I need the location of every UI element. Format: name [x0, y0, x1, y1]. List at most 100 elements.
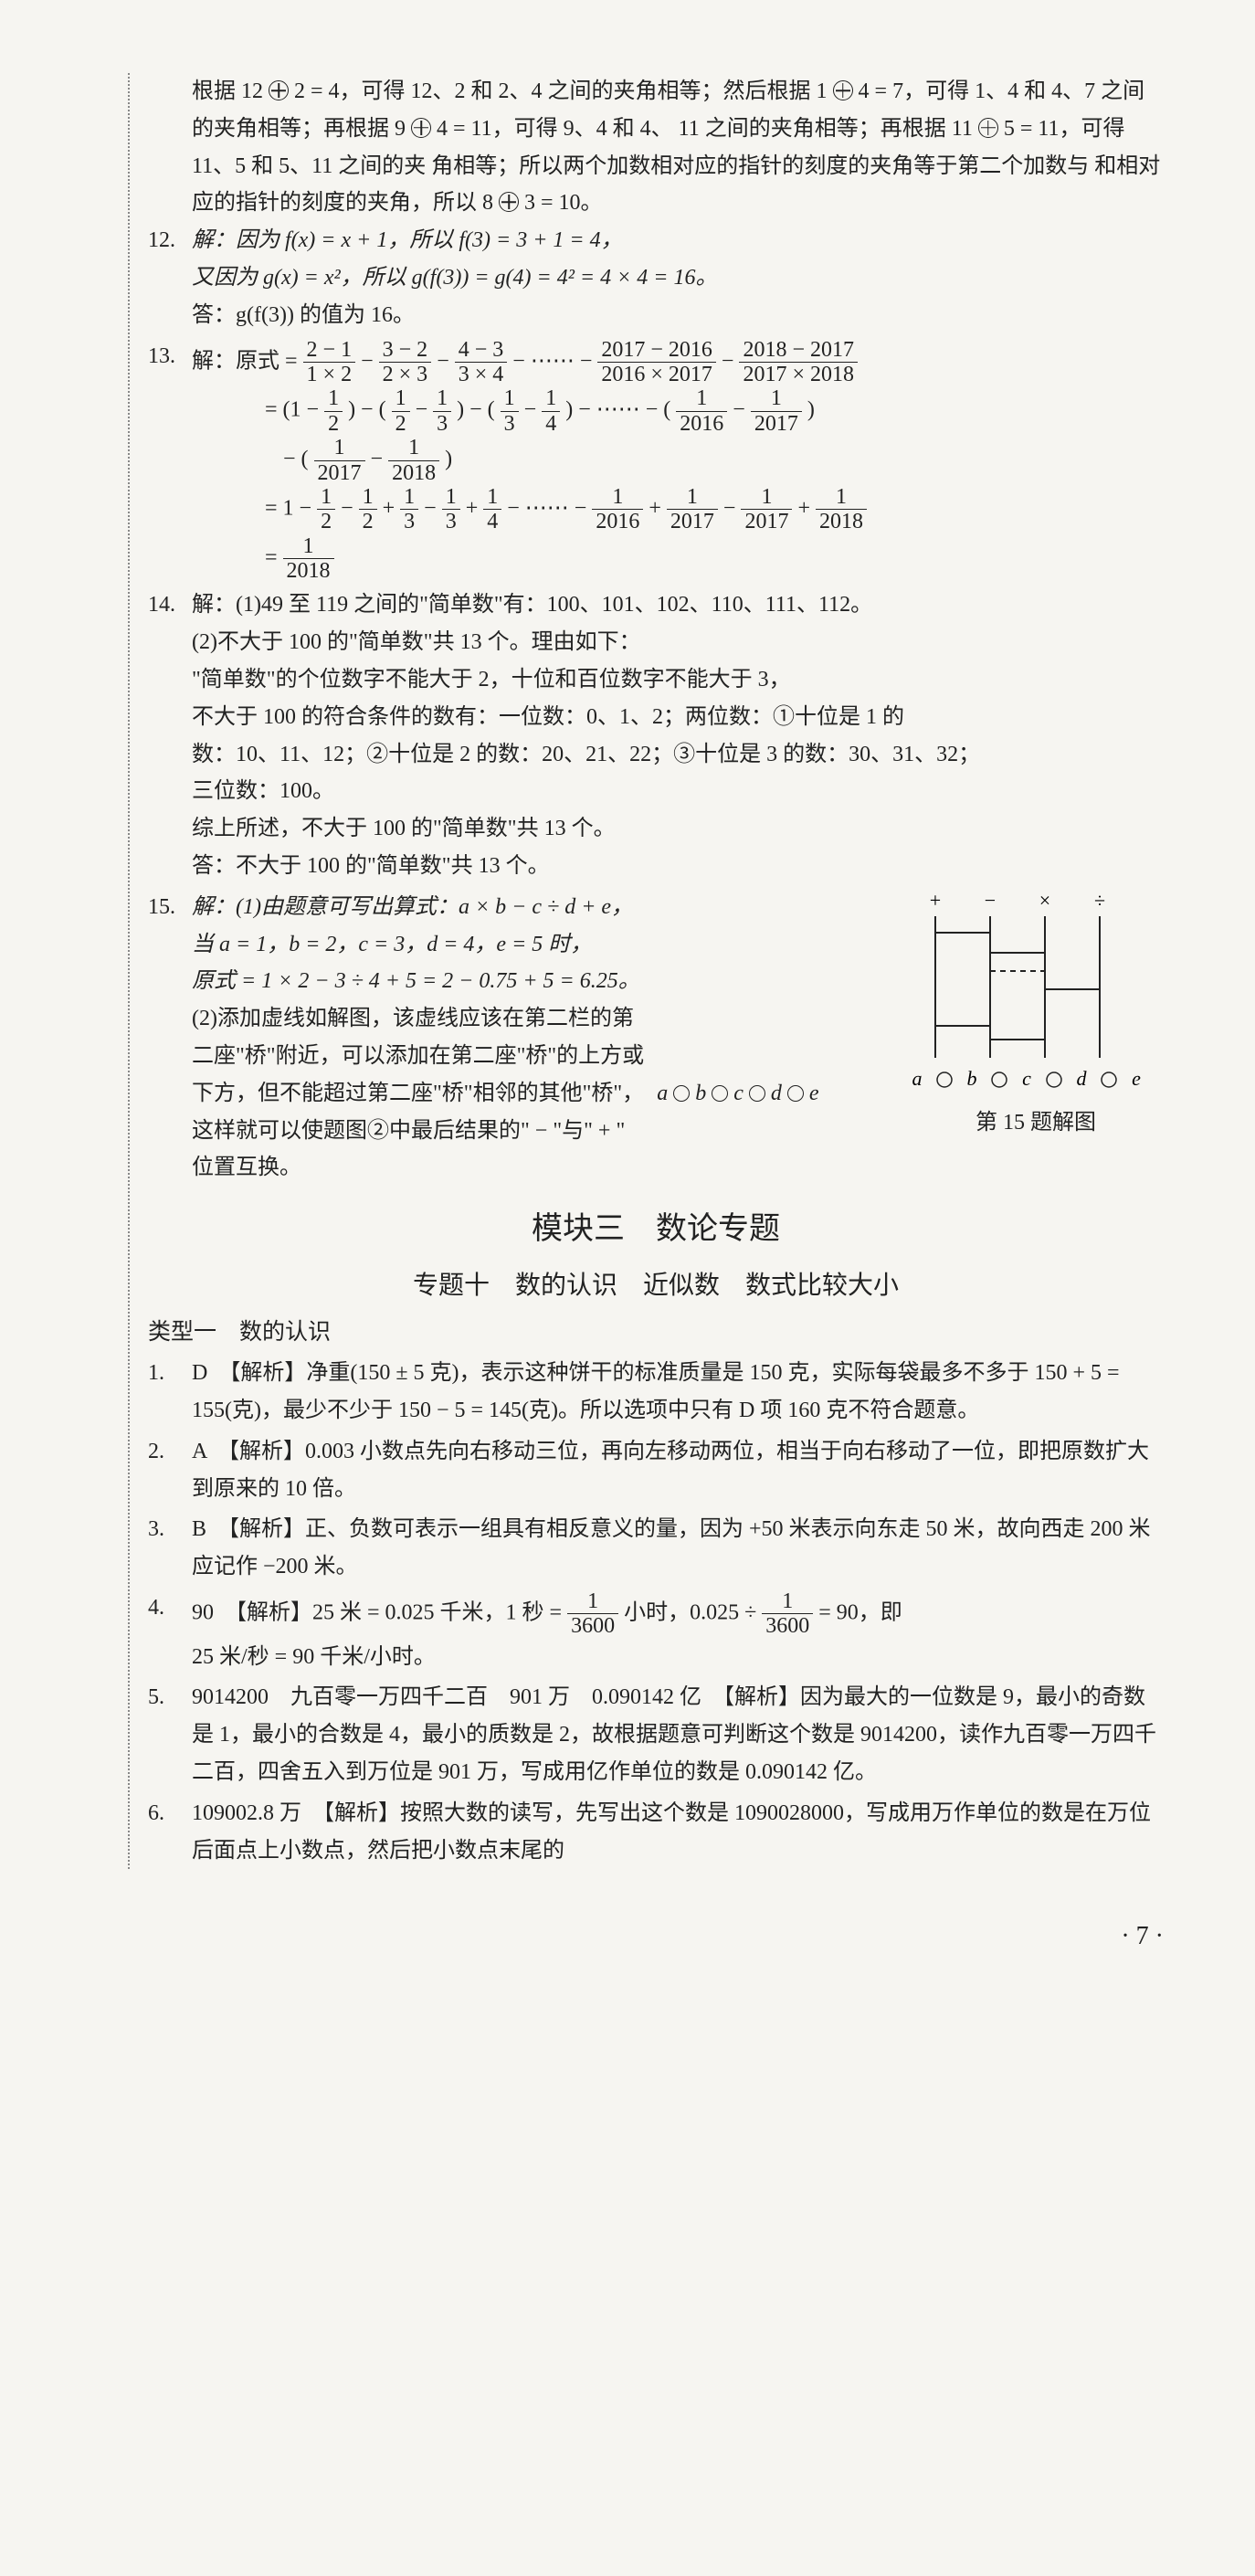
fraction: 2 − 11 × 2: [303, 338, 356, 387]
text: +: [649, 496, 667, 520]
bridge-diagram-icon: +−×÷abcde: [908, 889, 1145, 1099]
analysis-tag: 【解析】: [323, 1800, 400, 1825]
svg-text:e: e: [1132, 1067, 1141, 1090]
q15-figure: +−×÷abcde 第 15 题解图: [908, 889, 1164, 1142]
text: −: [723, 496, 742, 520]
fraction: 12: [317, 485, 335, 534]
analysis-text: 正、负数可表示一组具有相反意义的量，因为 +50 米表示向东走 50 米，故向西…: [192, 1517, 1151, 1578]
q14-l4: 不大于 100 的符合条件的数有：一位数：0、1、2；两位数：①十位是 1 的: [192, 699, 1164, 736]
answer-number: 4.: [148, 1589, 192, 1676]
oplus-icon: [833, 80, 853, 100]
svg-text:b: b: [967, 1067, 977, 1090]
type-header: 类型一 数的认识: [148, 1313, 1164, 1352]
topic-title: 专题十 数的认识 近似数 数式比较大小: [148, 1263, 1164, 1307]
q14-l6: 三位数：100。: [192, 773, 1164, 810]
text: 小时，0.025 ÷: [624, 1600, 762, 1624]
svg-text:−: −: [985, 889, 996, 912]
q13-row5: = 12018: [192, 534, 1164, 584]
fraction: 2017 − 20162016 × 2017: [597, 338, 716, 387]
answer-value: 9014200 九百零一万四千二百 901 万 0.090142 亿: [192, 1685, 701, 1709]
fraction: 12017: [751, 386, 802, 436]
circle-icon: [787, 1085, 804, 1102]
q13-row4: = 1 − 12 − 12 + 13 − 13 + 14 − ⋯⋯ − 1201…: [192, 485, 1164, 534]
text: −: [416, 398, 434, 422]
answer-choice: A: [192, 1440, 206, 1463]
q14-l8: 答：不大于 100 的"简单数"共 13 个。: [192, 848, 1164, 885]
fraction: 12016: [676, 386, 727, 436]
answer-value: 109002.8 万: [192, 1801, 301, 1825]
text: 不大于 100 的符合条件的数有：一位数：0、1、2；两位数：: [192, 705, 773, 729]
text: −: [371, 448, 389, 471]
oplus-icon: [978, 118, 998, 138]
fraction: 2018 − 20172017 × 2018: [739, 338, 858, 387]
q14-l7: 综上所述，不大于 100 的"简单数"共 13 个。: [192, 810, 1164, 848]
fraction: 12018: [283, 534, 334, 584]
circled-3-icon: ③: [673, 743, 695, 766]
text: 11 之间的夹角相等；再根据 11: [679, 117, 978, 141]
text: 数：10、11、12；: [192, 743, 366, 766]
answer-4: 4. 90 【解析】25 米 = 0.025 千米，1 秒 = 13600 小时…: [148, 1589, 1164, 1676]
text: 4 =: [853, 79, 893, 103]
text: − ⋯⋯ −: [507, 496, 592, 520]
text: ): [807, 398, 815, 422]
fraction: 13: [433, 386, 451, 436]
fraction: 12017: [667, 485, 718, 534]
answer-number: 6.: [148, 1795, 192, 1870]
a4-line2: 25 米/秒 = 90 千米/小时。: [192, 1639, 1164, 1676]
text: −: [524, 398, 543, 422]
q15-l8: 位置互换。: [192, 1149, 1164, 1187]
pre-solution-text: 根据 12 2 = 4，可得 12、2 和 2、4 之间的夹角相等；然后根据 1…: [148, 73, 1164, 222]
oplus-icon: [499, 192, 519, 212]
analysis-tag: 【解析】: [229, 1360, 306, 1385]
text: 十位是 3 的数：30、31、32；: [695, 743, 980, 766]
fraction: 13: [442, 485, 460, 534]
question-14: 14. 解：(1)49 至 119 之间的"简单数"有：100、101、102、…: [148, 586, 1164, 884]
svg-text:a: a: [912, 1067, 923, 1090]
analysis-tag: 【解析】: [228, 1439, 305, 1463]
circle-icon: [749, 1085, 765, 1102]
circled-1-icon: ①: [773, 705, 795, 729]
text: 角相等；所以两个加数相对应的指针的刻度的夹角等于第二个加数与: [431, 154, 1089, 178]
text: 25 米 = 0.025 千米，1 秒 =: [312, 1600, 567, 1624]
question-15: 15. +−×÷abcde 第 15 题解图 解：(1)由题意可写出算式：a ×…: [148, 889, 1164, 1187]
fraction: 4 − 33 × 4: [455, 338, 508, 387]
q14-l5: 数：10、11、12；②十位是 2 的数：20、21、22；③十位是 3 的数：…: [192, 736, 1164, 774]
analysis-tag: 【解析】: [236, 1599, 312, 1624]
svg-text:×: ×: [1039, 889, 1050, 912]
question-12: 12. 解：因为 f(x) = x + 1，所以 f(3) = 3 + 1 = …: [148, 222, 1164, 333]
svg-text:÷: ÷: [1094, 889, 1105, 912]
fraction: 13600: [567, 1589, 618, 1639]
analysis-tag: 【解析】: [228, 1516, 305, 1541]
answer-number: 1.: [148, 1355, 192, 1430]
text: 4 = 11，可得 9、4 和 4、: [431, 117, 673, 141]
q13-row2: = (1 − 12 ) − ( 12 − 13 ) − ( 13 − 14 ) …: [192, 386, 1164, 436]
fraction: 13: [501, 386, 519, 436]
q14-l3: "简单数"的个位数字不能大于 2，十位和百位数字不能大于 3，: [192, 661, 1164, 699]
answer-6: 6. 109002.8 万 【解析】按照大数的读写，先写出这个数是 109002…: [148, 1795, 1164, 1870]
question-number: 13.: [148, 338, 192, 584]
minus: −: [361, 349, 379, 373]
text: −: [424, 496, 442, 520]
text: ) − (: [348, 398, 392, 422]
answer-5: 5. 9014200 九百零一万四千二百 901 万 0.090142 亿 【解…: [148, 1679, 1164, 1790]
question-number: 12.: [148, 222, 192, 333]
fraction: 12: [392, 386, 410, 436]
text: 十位是 2 的数：20、21、22；: [388, 743, 673, 766]
question-number: 14.: [148, 586, 192, 884]
fraction: 12: [324, 386, 343, 436]
text: 十位是 1 的: [795, 705, 904, 729]
analysis-tag: 【解析】: [723, 1684, 800, 1709]
text: +: [383, 496, 401, 520]
text: − ⋯⋯ −: [512, 349, 597, 373]
q12-line3: 答：g(f(3)) 的值为 16。: [192, 297, 1164, 334]
text: = 90，即: [818, 1600, 902, 1624]
text: 根据 12: [192, 79, 269, 103]
text: ) − (: [457, 398, 501, 422]
answer-choice: B: [192, 1517, 206, 1541]
circle-icon: [712, 1085, 728, 1102]
fraction: 12017: [741, 485, 792, 534]
text: = 1 −: [265, 496, 317, 520]
answer-number: 3.: [148, 1511, 192, 1586]
answer-choice: D: [192, 1361, 207, 1385]
fraction: 12017: [314, 436, 365, 485]
